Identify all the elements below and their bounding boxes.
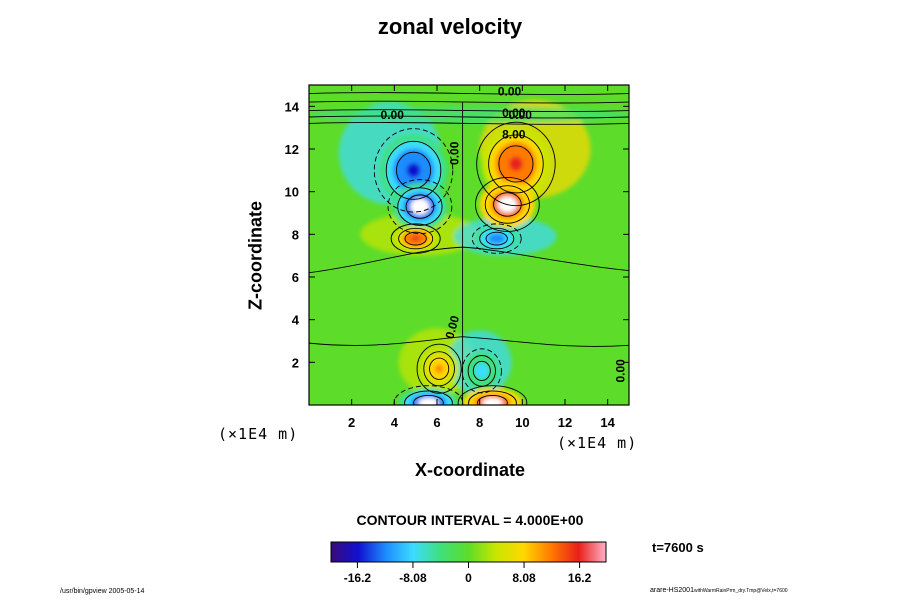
contour-line bbox=[468, 390, 517, 405]
contour-line bbox=[475, 177, 540, 232]
contour-label: 0.00 bbox=[614, 359, 628, 383]
field-saturated-core bbox=[482, 397, 503, 405]
field-blob bbox=[411, 236, 420, 242]
contour-line bbox=[472, 360, 491, 381]
contour-line bbox=[404, 231, 427, 246]
contour-line bbox=[387, 179, 453, 235]
upper-layer-contour bbox=[309, 92, 629, 95]
footer-left: /usr/bin/gpview 2005-05-14 bbox=[60, 588, 145, 595]
colorbar bbox=[330, 541, 607, 563]
contour-label: 0.00 bbox=[502, 106, 526, 120]
contour-line bbox=[477, 394, 508, 405]
field-blob bbox=[435, 364, 443, 373]
footer-right-main: arare-HS2001 bbox=[650, 587, 694, 594]
x-tick-label: 12 bbox=[558, 415, 572, 430]
colorbar-tick-label: -8.08 bbox=[399, 571, 427, 585]
x-scale-note-left: (×1E4 m) bbox=[218, 425, 299, 443]
y-tick-label: 8 bbox=[292, 227, 299, 242]
field-belt bbox=[309, 106, 629, 124]
contour-label: 0.00 bbox=[381, 108, 405, 122]
contour-lines bbox=[309, 92, 629, 405]
contour-label: 0.00 bbox=[447, 141, 461, 165]
field-blob bbox=[509, 156, 523, 172]
contour-labels: 0.000.00 0.008.000.000.000.000.00 bbox=[381, 85, 628, 383]
upper-layer-contour bbox=[309, 122, 629, 125]
contour-line bbox=[457, 385, 528, 405]
x-axis-label: X-coordinate bbox=[414, 460, 525, 480]
contour-label: 0.00 bbox=[443, 314, 463, 340]
plot-frame bbox=[308, 84, 630, 406]
mid-contour bbox=[309, 246, 629, 274]
x-scale-note-right: (×1E4 m) bbox=[557, 434, 638, 452]
time-label: t=7600 s bbox=[652, 540, 704, 555]
contour-line bbox=[479, 227, 515, 250]
field-blob bbox=[406, 163, 421, 178]
contour-interval: CONTOUR INTERVAL = 4.000E+00 bbox=[356, 512, 584, 528]
x-tick-label: 14 bbox=[600, 415, 615, 430]
x-tick-label: 6 bbox=[433, 415, 440, 430]
contour-line bbox=[485, 231, 508, 246]
colorbar-tick-label: 8.08 bbox=[512, 571, 536, 585]
low-contour bbox=[309, 336, 629, 347]
contour-line bbox=[398, 227, 434, 250]
upper-layer-contour bbox=[309, 100, 629, 104]
field-saturated-core bbox=[410, 198, 430, 215]
field-blob bbox=[492, 236, 501, 242]
contour-line bbox=[397, 187, 443, 226]
colorbar-tick-label: 0 bbox=[465, 571, 472, 585]
x-tick-label: 10 bbox=[515, 415, 529, 430]
field-blob bbox=[478, 367, 486, 375]
x-tick-label: 2 bbox=[348, 415, 355, 430]
contour-line bbox=[493, 192, 522, 217]
colorbar-ticks: -16.2 -8.08 0 8.08 16.2 bbox=[344, 562, 592, 585]
axis-ticks: 2 4 6 8 10 12 14 2 4 6 8 10 12 14 bbox=[285, 85, 629, 430]
y-tick-label: 10 bbox=[285, 185, 299, 200]
contour-line bbox=[488, 134, 544, 194]
colorbar-tick-label: 16.2 bbox=[568, 571, 592, 585]
contour-line bbox=[413, 394, 444, 405]
field-saturated-core bbox=[418, 397, 439, 405]
y-axis-label: Z-coordinate bbox=[245, 201, 266, 311]
contour-line bbox=[498, 145, 534, 183]
contour-line bbox=[471, 223, 522, 254]
contour-label: 0.00 bbox=[498, 85, 522, 99]
contour-line bbox=[385, 140, 442, 200]
contour-line bbox=[423, 351, 455, 387]
y-tick-label: 14 bbox=[285, 99, 300, 114]
y-tick-label: 6 bbox=[292, 270, 299, 285]
velocity-field bbox=[309, 99, 629, 405]
y-tick-label: 2 bbox=[292, 355, 299, 370]
contour-line bbox=[404, 390, 453, 405]
contour-line bbox=[405, 194, 435, 219]
contour-line bbox=[476, 121, 556, 207]
x-tick-label: 8 bbox=[476, 415, 483, 430]
y-tick-label: 4 bbox=[292, 313, 300, 328]
contour-line bbox=[373, 128, 454, 213]
contour-line bbox=[416, 343, 462, 394]
y-tick-label: 12 bbox=[285, 142, 299, 157]
footer-right: arare-HS2001withWarmRainPrm_dry.Tmp@Velx… bbox=[650, 587, 788, 594]
chart-title: zonal velocity bbox=[377, 14, 523, 39]
contour-line bbox=[484, 185, 531, 224]
contour-label: 8.00 bbox=[502, 127, 526, 141]
upper-layer-contour bbox=[309, 109, 629, 112]
x-tick-label: 4 bbox=[391, 415, 399, 430]
contour-line bbox=[429, 357, 450, 380]
footer-right-small: withWarmRainPrm_dry.Tmp@Velx,t=7600 bbox=[693, 588, 788, 594]
upper-layer-contour bbox=[309, 115, 629, 119]
contour-label: 0.00 bbox=[509, 108, 533, 122]
colorbar-tick-label: -16.2 bbox=[344, 571, 372, 585]
